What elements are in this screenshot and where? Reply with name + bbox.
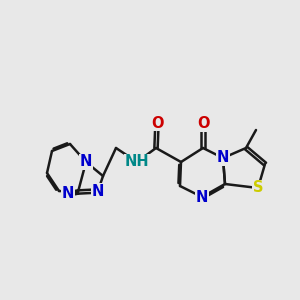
Text: N: N [92,184,104,199]
Text: N: N [196,190,208,205]
Text: N: N [62,187,74,202]
Text: N: N [217,151,229,166]
Text: N: N [80,154,92,169]
Text: S: S [253,181,263,196]
Text: O: O [151,116,163,130]
Text: O: O [197,116,209,131]
Text: NH: NH [125,154,149,169]
